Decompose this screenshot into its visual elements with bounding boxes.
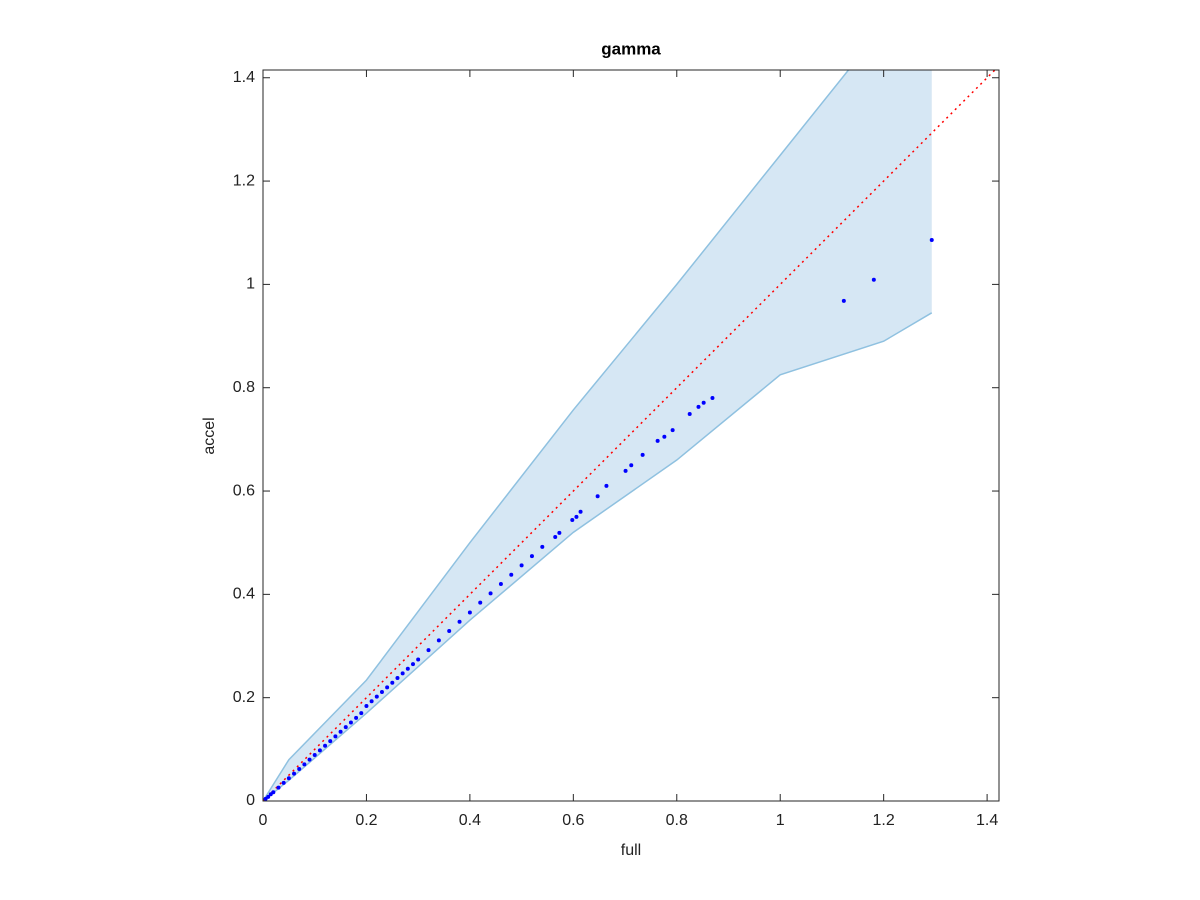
- point: [701, 400, 706, 405]
- x-tick-label: 1: [776, 812, 785, 829]
- point: [359, 711, 364, 716]
- point: [307, 757, 312, 762]
- x-axis-label: full: [621, 842, 641, 859]
- axes-box: [262, 69, 1000, 802]
- y-tick-label: 1.4: [233, 69, 255, 86]
- point: [312, 753, 317, 758]
- point: [343, 725, 348, 730]
- y-tick-label: 0: [246, 792, 255, 809]
- point: [509, 572, 514, 577]
- point: [447, 629, 452, 634]
- point: [297, 766, 302, 771]
- point: [929, 237, 934, 242]
- point: [467, 610, 472, 615]
- point: [623, 468, 628, 473]
- point: [696, 404, 701, 409]
- point: [369, 699, 374, 704]
- y-tick-label: 0.4: [233, 586, 255, 603]
- point: [317, 748, 322, 753]
- point: [478, 600, 483, 605]
- point: [662, 434, 667, 439]
- point: [488, 591, 493, 596]
- point: [333, 734, 338, 739]
- point: [426, 648, 431, 653]
- point: [338, 729, 343, 734]
- point: [328, 739, 333, 744]
- chart-title: gamma: [601, 39, 661, 58]
- point: [416, 657, 421, 662]
- point: [570, 517, 575, 522]
- point: [286, 776, 291, 781]
- point: [323, 743, 328, 748]
- point: [276, 785, 281, 790]
- y-tick-label: 0.6: [233, 482, 255, 499]
- point: [374, 694, 379, 699]
- point: [385, 685, 390, 690]
- point: [379, 689, 384, 694]
- point: [364, 703, 369, 708]
- point: [457, 619, 462, 624]
- confidence-band: [263, 70, 932, 801]
- point: [871, 277, 876, 282]
- point: [354, 715, 359, 720]
- y-tick-label: 0.2: [233, 689, 255, 706]
- point: [519, 563, 524, 568]
- point: [557, 530, 562, 535]
- x-tick-label: 1.2: [873, 812, 895, 829]
- y-axis-label: accel: [201, 417, 218, 454]
- point: [578, 509, 583, 514]
- band-upper-edge: [263, 70, 850, 801]
- point: [266, 794, 271, 799]
- point: [540, 544, 545, 549]
- x-tick-label: 0.4: [459, 812, 481, 829]
- band-lower-edge: [263, 312, 933, 801]
- point: [271, 790, 276, 795]
- x-tick-label: 0.8: [666, 812, 688, 829]
- x-tick-label: 0.6: [562, 812, 584, 829]
- point: [395, 676, 400, 681]
- point: [640, 452, 645, 457]
- x-tick-label: 1.4: [976, 812, 998, 829]
- x-tick-label: 0.2: [355, 812, 377, 829]
- point: [436, 638, 441, 643]
- point: [687, 412, 692, 417]
- point: [841, 298, 846, 303]
- point: [281, 780, 286, 785]
- point: [292, 771, 297, 776]
- point: [410, 662, 415, 667]
- point: [670, 428, 675, 433]
- point: [655, 438, 660, 443]
- y-tick-label: 0.8: [233, 379, 255, 396]
- y-tick-label: 1: [246, 276, 255, 293]
- plot-area: [263, 70, 996, 801]
- point: [629, 463, 634, 468]
- point: [604, 483, 609, 488]
- point: [302, 762, 307, 767]
- point: [405, 666, 410, 671]
- point: [553, 535, 558, 540]
- y-tick-label: 1.2: [233, 172, 255, 189]
- point: [498, 582, 503, 587]
- point: [390, 680, 395, 685]
- point: [595, 494, 600, 499]
- point: [574, 514, 579, 519]
- point: [400, 671, 405, 676]
- point: [529, 554, 534, 559]
- point: [348, 720, 353, 725]
- point: [710, 396, 715, 401]
- x-tick-label: 0: [259, 812, 268, 829]
